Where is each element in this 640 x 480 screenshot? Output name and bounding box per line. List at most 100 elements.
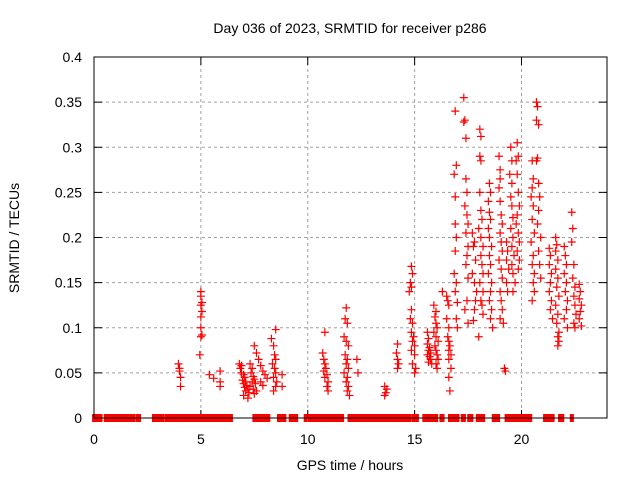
data-point — [271, 355, 280, 364]
data-point — [553, 341, 562, 350]
data-point — [476, 156, 485, 165]
data-point — [408, 337, 417, 346]
data-point — [423, 339, 432, 348]
data-point — [487, 278, 496, 287]
data-point — [552, 240, 561, 249]
data-point — [411, 364, 420, 373]
data-point — [324, 377, 333, 386]
data-point — [342, 377, 351, 386]
axis-ticks — [93, 56, 607, 419]
data-point — [507, 179, 516, 188]
data-point — [576, 307, 585, 316]
data-point — [548, 314, 557, 323]
data-point — [514, 265, 523, 274]
data-point — [532, 98, 541, 107]
data-point — [563, 323, 572, 332]
data-point — [462, 296, 471, 305]
data-point — [496, 165, 505, 174]
data-point — [444, 337, 453, 346]
data-point — [547, 296, 556, 305]
data-point — [485, 251, 494, 260]
data-point — [576, 287, 585, 296]
data-point — [515, 256, 524, 265]
data-point — [513, 247, 522, 256]
data-point — [410, 341, 419, 350]
y-tick-label: 0.1 — [63, 320, 83, 336]
data-point — [469, 242, 478, 251]
data-point — [568, 274, 577, 283]
data-point — [442, 314, 451, 323]
data-point — [252, 349, 261, 358]
data-point — [567, 238, 576, 247]
data-point — [269, 386, 278, 395]
data-point — [513, 138, 522, 147]
data-point — [551, 265, 560, 274]
data-point — [551, 301, 560, 310]
data-point — [320, 359, 329, 368]
data-point — [429, 301, 438, 310]
data-point — [475, 188, 484, 197]
data-point — [572, 310, 581, 319]
data-point — [498, 274, 507, 283]
data-point — [529, 174, 538, 183]
data-point — [248, 364, 257, 373]
data-point — [569, 260, 578, 269]
data-point — [196, 301, 205, 310]
data-point — [513, 210, 522, 219]
data-point — [561, 287, 570, 296]
data-point — [197, 330, 206, 339]
data-point — [343, 355, 352, 364]
data-point — [460, 201, 469, 210]
data-point — [477, 260, 486, 269]
data-point — [462, 251, 471, 260]
data-point — [486, 314, 495, 323]
data-point — [563, 296, 572, 305]
data-point — [502, 238, 511, 247]
data-point — [477, 301, 486, 310]
data-point — [546, 305, 555, 314]
data-point — [553, 274, 562, 283]
y-tick-label: 0.15 — [55, 275, 82, 291]
data-point — [570, 323, 579, 332]
data-point — [176, 373, 185, 382]
data-point — [451, 287, 460, 296]
data-point — [462, 210, 471, 219]
data-point — [429, 328, 438, 337]
data-point — [567, 208, 576, 217]
data-point — [529, 251, 538, 260]
y-tick-label: 0.25 — [55, 184, 82, 200]
data-point — [512, 156, 521, 165]
data-point — [554, 328, 563, 337]
data-point — [250, 341, 259, 350]
data-point — [433, 364, 442, 373]
data-point — [343, 386, 352, 395]
data-point — [529, 201, 538, 210]
data-point — [246, 359, 255, 368]
data-point — [341, 350, 350, 359]
data-point — [432, 359, 440, 368]
data-point — [407, 305, 416, 314]
data-point — [508, 213, 517, 222]
data-point — [460, 305, 469, 314]
y-axis-label: SRMTID / TECUs — [6, 183, 22, 293]
data-point — [451, 192, 460, 201]
data-point — [322, 382, 331, 391]
data-point — [197, 307, 206, 316]
data-point — [475, 278, 484, 287]
data-point — [476, 251, 485, 260]
data-point — [528, 296, 537, 305]
data-point — [446, 350, 455, 359]
data-point — [561, 251, 570, 260]
x-tick-labels: 0 5 10 15 20 — [90, 431, 529, 447]
data-point — [258, 381, 267, 390]
y-tick-label: 0.05 — [55, 365, 82, 381]
data-point — [575, 280, 584, 289]
data-point — [508, 269, 517, 278]
data-point — [444, 355, 453, 364]
data-point — [535, 260, 544, 269]
data-point — [459, 117, 468, 126]
data-point — [444, 346, 453, 355]
data-point — [269, 373, 278, 382]
y-tick-label: 0 — [74, 410, 82, 426]
data-point — [344, 382, 353, 391]
